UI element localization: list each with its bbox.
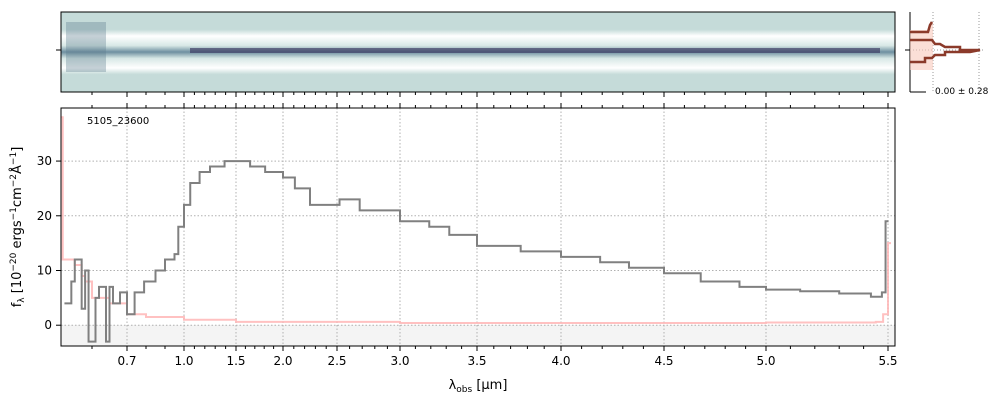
2d-trace [190, 48, 880, 53]
x-tick-label: 1.5 [226, 354, 245, 368]
2d-spectrum-panel [56, 11, 896, 93]
y-tick-label: 20 [37, 209, 52, 223]
x-tick-label: 5.5 [878, 354, 897, 368]
y-tick-label: 30 [37, 154, 52, 168]
y-tick-label: 0 [44, 318, 52, 332]
x-tick-label: 4.5 [654, 354, 673, 368]
y-tick-label: 10 [37, 263, 52, 277]
profile-line [910, 21, 981, 64]
x-axis-label: λobs [μm] [449, 378, 508, 395]
object-id-label: 5105_23600 [87, 116, 149, 127]
main-spectrum-panel: 0.7 1.0 1.5 2.0 2.5 3.0 3.5 4.0 4.5 5.0 5.5 0 10 20 30… [9, 92, 898, 395]
y-axis-label: fλ [10−20 ergs−1cm−2Å−1] [9, 147, 27, 308]
x-tick-label: 1.0 [174, 354, 193, 368]
2d-noise-region [66, 22, 106, 72]
main-panel-frame [60, 107, 896, 347]
x-tick-label: 2.5 [327, 354, 346, 368]
flux-series-line [64, 160, 889, 343]
x-tick-label: 4.0 [551, 354, 570, 368]
profile-panel: 0.00 ± 0.28 [905, 12, 989, 97]
profile-label: 0.00 ± 0.28 [935, 87, 989, 97]
x-tick-label: 0.7 [117, 354, 136, 368]
negative-region-shade [61, 325, 895, 346]
2d-panel-frame [60, 11, 896, 93]
x-tick-label: 3.5 [467, 354, 486, 368]
x-tick-label: 3.0 [390, 354, 409, 368]
x-tick-label: 2.0 [273, 354, 292, 368]
x-tick-label: 5.0 [756, 354, 775, 368]
